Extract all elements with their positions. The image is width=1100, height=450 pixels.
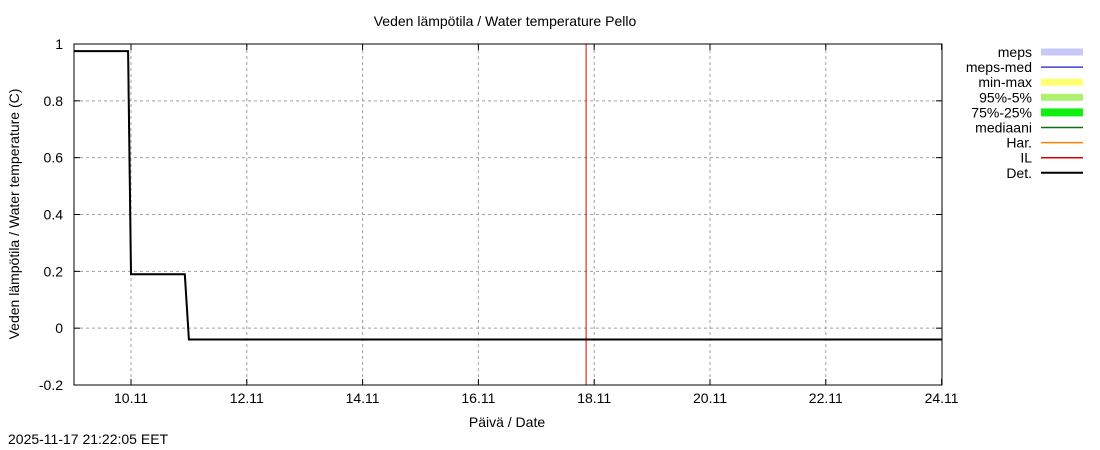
y-tick-label: 0.2: [44, 263, 64, 279]
legend-label: mediaani: [975, 120, 1032, 136]
x-tick-label: 20.11: [693, 390, 727, 406]
legend-label: IL: [1020, 150, 1032, 166]
legend-label: meps: [998, 44, 1032, 60]
legend-swatch: [1041, 48, 1083, 56]
x-tick-label: 22.11: [809, 390, 843, 406]
legend-label: 75%-25%: [971, 104, 1032, 120]
x-tick-label: 24.11: [925, 390, 959, 406]
y-tick-label: 0.8: [44, 93, 64, 109]
y-tick-label: 0.4: [44, 207, 64, 223]
x-axis-label: Päivä / Date: [469, 414, 545, 430]
legend-label: Har.: [1006, 135, 1032, 151]
legend-swatch: [1041, 93, 1083, 101]
timestamp: 2025-11-17 21:22:05 EET: [8, 431, 169, 447]
axis-ticks: -0.2 0 0.2 0.4 0.6 0.8 1 10.11 12.11 14.11 16.11 18…: [39, 36, 959, 406]
median-series-line: [127, 51, 190, 340]
y-tick-label: 0.6: [44, 150, 64, 166]
legend: mepsmeps-medmin-max95%-5%75%-25%mediaani…: [966, 44, 1083, 181]
plot-frame: [73, 43, 943, 386]
det-series-line: [74, 50, 942, 341]
y-tick-label: -0.2: [39, 377, 63, 393]
legend-label: meps-med: [966, 59, 1032, 75]
legend-label: min-max: [978, 74, 1032, 90]
x-tick-label: 14.11: [346, 390, 380, 406]
x-tick-label: 16.11: [461, 390, 495, 406]
x-tick-label: 10.11: [114, 390, 148, 406]
x-tick-label: 12.11: [230, 390, 264, 406]
legend-swatch: [1041, 108, 1083, 117]
grid-lines: [74, 44, 942, 385]
legend-label: 95%-5%: [979, 89, 1032, 105]
y-tick-label: 0: [55, 320, 63, 336]
legend-swatch: [1041, 78, 1083, 86]
legend-label: Det.: [1006, 165, 1032, 181]
y-tick-label: 1: [55, 36, 63, 52]
x-tick-label: 18.11: [577, 390, 611, 406]
data-series: [74, 44, 942, 385]
chart-title: Veden lämpötila / Water temperature Pell…: [374, 13, 637, 29]
y-axis-label: Veden lämpötila / Water temperature (C): [6, 89, 22, 340]
